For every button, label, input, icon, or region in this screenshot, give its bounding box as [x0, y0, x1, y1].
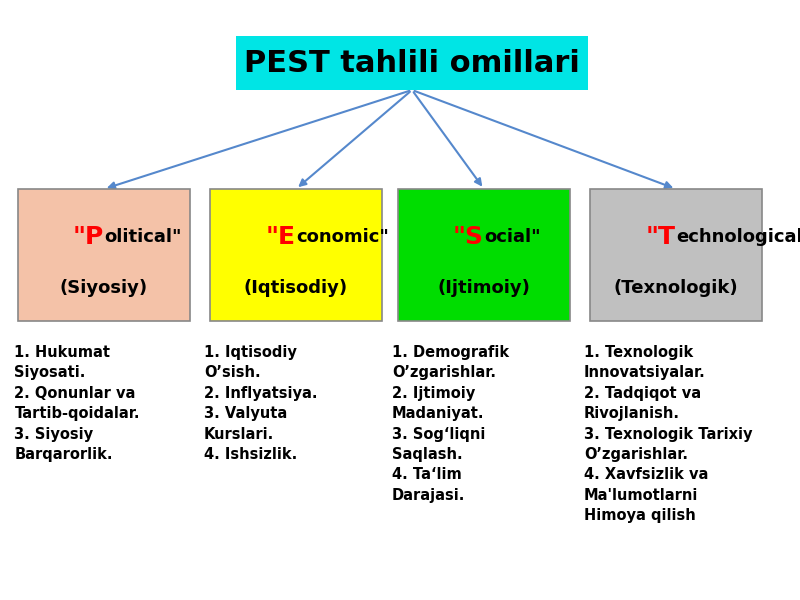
FancyBboxPatch shape — [398, 189, 570, 321]
Text: "T: "T — [646, 225, 676, 249]
Text: 1. Demografik
O’zgarishlar.
2. Ijtimoiy
Madaniyat.
3. Sog‘liqni
Saqlash.
4. Ta‘l: 1. Demografik O’zgarishlar. 2. Ijtimoiy … — [392, 345, 509, 503]
Text: 1. Iqtisodiy
O’sish.
2. Inflyatsiya.
3. Valyuta
Kurslari.
4. Ishsizlik.: 1. Iqtisodiy O’sish. 2. Inflyatsiya. 3. … — [204, 345, 318, 462]
FancyBboxPatch shape — [590, 189, 762, 321]
Text: "P: "P — [73, 225, 104, 249]
Text: olitical": olitical" — [104, 228, 182, 246]
Text: (Iqtisodiy): (Iqtisodiy) — [244, 279, 348, 297]
FancyBboxPatch shape — [18, 189, 190, 321]
FancyBboxPatch shape — [236, 36, 588, 90]
Text: (Texnologik): (Texnologik) — [614, 279, 738, 297]
Text: "E: "E — [266, 225, 296, 249]
Text: "S: "S — [453, 225, 484, 249]
Text: echnological": echnological" — [676, 228, 800, 246]
Text: PEST tahlili omillari: PEST tahlili omillari — [244, 49, 580, 77]
Text: (Ijtimoiy): (Ijtimoiy) — [438, 279, 530, 297]
Text: (Siyosiy): (Siyosiy) — [60, 279, 148, 297]
FancyBboxPatch shape — [210, 189, 382, 321]
Text: ocial": ocial" — [484, 228, 541, 246]
Text: conomic": conomic" — [296, 228, 389, 246]
Text: 1. Hukumat
Siyosati.
2. Qonunlar va
Tartib-qoidalar.
3. Siyosiy
Barqarorlik.: 1. Hukumat Siyosati. 2. Qonunlar va Tart… — [14, 345, 140, 462]
Text: 1. Texnologik
Innovatsiyalar.
2. Tadqiqot va
Rivojlanish.
3. Texnologik Tarixiy
: 1. Texnologik Innovatsiyalar. 2. Tadqiqo… — [584, 345, 753, 523]
